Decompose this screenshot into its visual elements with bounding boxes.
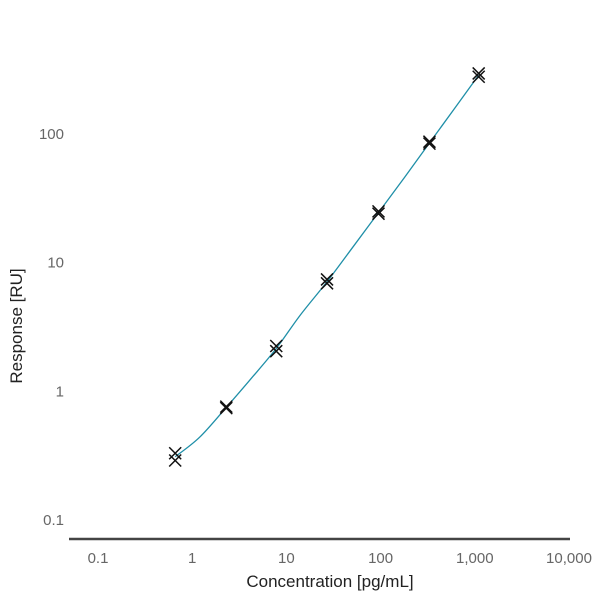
data-markers [168, 66, 486, 468]
fit-curve [174, 74, 480, 458]
data-point-marker [219, 400, 233, 414]
x-tick-label: 10 [278, 550, 295, 567]
data-point-marker [472, 66, 486, 80]
data-point-marker [371, 207, 386, 221]
y-tick-labels: 0.1 1 10 100 [39, 126, 64, 529]
data-point-marker [269, 339, 283, 353]
data-point-marker [320, 276, 334, 290]
y-tick-label: 1 [56, 383, 64, 400]
data-point-marker [422, 137, 436, 151]
y-tick-label: 100 [39, 126, 64, 143]
y-tick-label: 0.1 [43, 512, 64, 529]
data-point-marker [269, 344, 283, 358]
data-point-marker [168, 453, 182, 468]
fit-curve-layer [174, 74, 480, 458]
data-point-marker [422, 135, 436, 149]
x-tick-label: 10,000 [546, 550, 592, 567]
x-tick-label: 1,000 [456, 550, 494, 567]
y-tick-label: 10 [47, 255, 64, 272]
data-point-marker [472, 70, 486, 84]
data-point-marker [371, 204, 386, 218]
y-axis-title: Response [RU] [7, 268, 26, 383]
data-point-marker [320, 272, 334, 286]
x-tick-label: 0.1 [88, 550, 109, 567]
x-tick-label: 100 [368, 550, 393, 567]
data-point-marker [219, 401, 233, 415]
x-axis-title: Concentration [pg/mL] [246, 572, 413, 591]
x-tick-label: 1 [188, 550, 196, 567]
x-tick-labels: 0.1 1 10 100 1,000 10,000 [88, 550, 592, 567]
